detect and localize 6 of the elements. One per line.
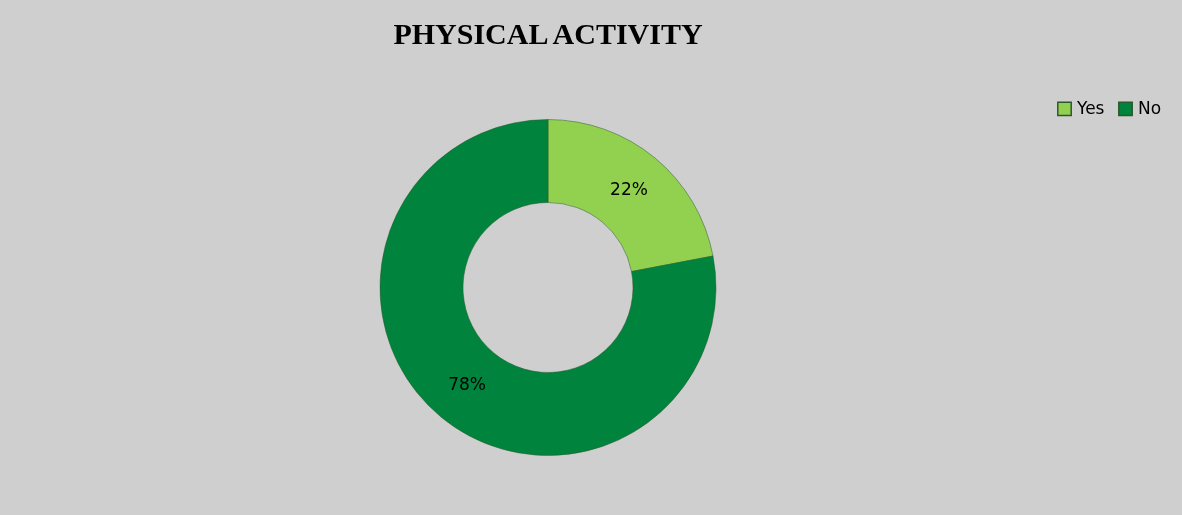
legend-label: Yes bbox=[1076, 97, 1105, 118]
data-label: 78% bbox=[448, 374, 486, 395]
donut-slice bbox=[379, 119, 716, 456]
legend-label: No bbox=[1138, 97, 1162, 118]
data-label: 22% bbox=[610, 178, 648, 199]
chart-title: PHYSICAL ACTIVITY bbox=[393, 17, 703, 50]
